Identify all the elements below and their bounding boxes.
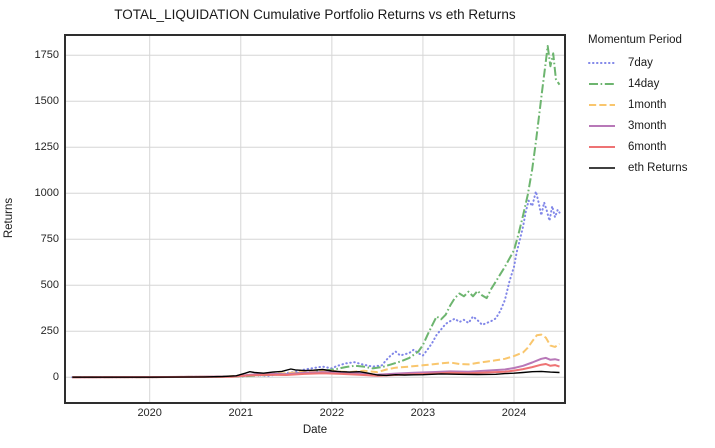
- gridlines: [65, 35, 565, 403]
- legend-item-eth-returns: eth Returns: [583, 157, 713, 178]
- y-tick-label: 500: [40, 279, 59, 292]
- legend-swatch-line: [589, 166, 615, 169]
- x-tick-label: 2024: [501, 407, 527, 419]
- series-line-1month: [72, 333, 561, 379]
- legend-item-14day: 14day: [583, 73, 713, 94]
- legend-label: 3month: [628, 119, 667, 132]
- series-line-7day: [71, 190, 561, 379]
- series-line-3month: [72, 356, 560, 379]
- y-tick-label: 1250: [34, 141, 59, 154]
- legend-item-6month: 6month: [583, 136, 713, 157]
- legend-label: eth Returns: [628, 161, 688, 174]
- legend-label: 14day: [628, 77, 660, 90]
- chart-title: TOTAL_LIQUIDATION Cumulative Portfolio R…: [114, 7, 516, 22]
- legend-items: 7day 14day 1month 3month 6month eth Returns: [583, 52, 713, 178]
- legend-swatch-line: [589, 124, 615, 127]
- legend-title: Momentum Period: [588, 34, 682, 46]
- series-line-eth-returns: [72, 368, 560, 378]
- legend: Momentum Period 7day 14day 1month 3month 6mo…: [583, 34, 713, 178]
- legend-label: 6month: [628, 140, 667, 153]
- axes-frame: [64, 34, 566, 404]
- y-tick-label: 0: [52, 371, 59, 384]
- legend-item-7day: 7day: [583, 52, 713, 73]
- legend-label: 7day: [628, 56, 653, 69]
- y-tick-label: 1000: [34, 187, 59, 200]
- y-tick-label: 1500: [34, 95, 59, 108]
- x-axis-label: Date: [302, 424, 328, 436]
- legend-swatch-line: [589, 103, 615, 106]
- y-tick-label: 750: [40, 233, 59, 246]
- legend-swatch-line: [589, 82, 615, 85]
- legend-swatch-line: [589, 145, 615, 148]
- legend-swatch-line: [588, 61, 616, 64]
- legend-item-3month: 3month: [583, 115, 713, 136]
- series-line-14day: [72, 45, 561, 379]
- y-tick-label: 250: [40, 325, 59, 338]
- x-tick-label: 2022: [319, 407, 345, 419]
- y-tick-label: 1750: [34, 49, 59, 62]
- x-tick-label: 2023: [410, 407, 436, 419]
- series-line-6month: [72, 363, 560, 379]
- legend-item-1month: 1month: [583, 94, 713, 115]
- data-series-lines: [71, 45, 561, 379]
- legend-label: 1month: [628, 98, 667, 111]
- x-tick-label: 2021: [228, 407, 253, 419]
- x-tick-label: 2020: [137, 407, 162, 419]
